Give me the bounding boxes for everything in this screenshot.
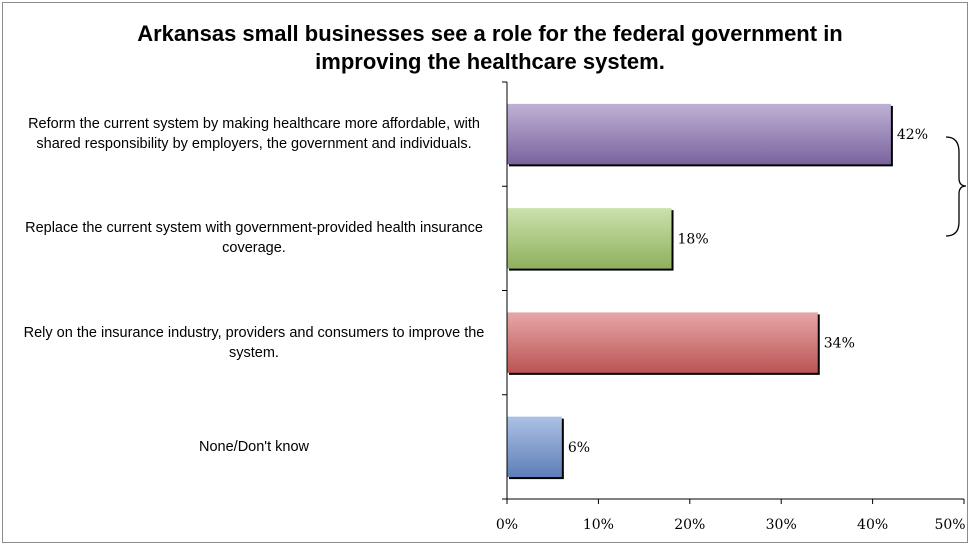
data-label: 18%	[678, 231, 709, 247]
data-label: 42%	[897, 127, 928, 143]
bar	[507, 208, 672, 269]
data-label: 6%	[568, 440, 590, 456]
category-label: Replace the current system with governme…	[25, 220, 483, 257]
chart-title: Arkansas small businesses see a role for…	[137, 21, 843, 74]
x-tick-label: 50%	[934, 517, 965, 533]
bar	[507, 103, 891, 165]
bracket	[945, 136, 967, 237]
tick-labels-group: 0% 10% 20% 30% 40% 50%	[496, 517, 966, 533]
bars-group: 42% 18% 34% 6%	[507, 103, 928, 480]
x-tick-label: 10%	[583, 517, 614, 533]
bar	[507, 312, 818, 373]
x-tick-label: 40%	[857, 517, 888, 533]
category-label: Reform the current system by making heal…	[28, 116, 480, 153]
data-label: 34%	[824, 336, 855, 352]
x-tick-label: 20%	[674, 517, 705, 533]
category-label: None/Don't know	[199, 438, 309, 455]
bar	[507, 416, 562, 478]
axis-group	[502, 81, 965, 504]
category-label: Rely on the insurance industry, provider…	[23, 324, 485, 361]
x-tick-label: 30%	[766, 517, 797, 533]
x-tick-label: 0%	[496, 517, 518, 533]
